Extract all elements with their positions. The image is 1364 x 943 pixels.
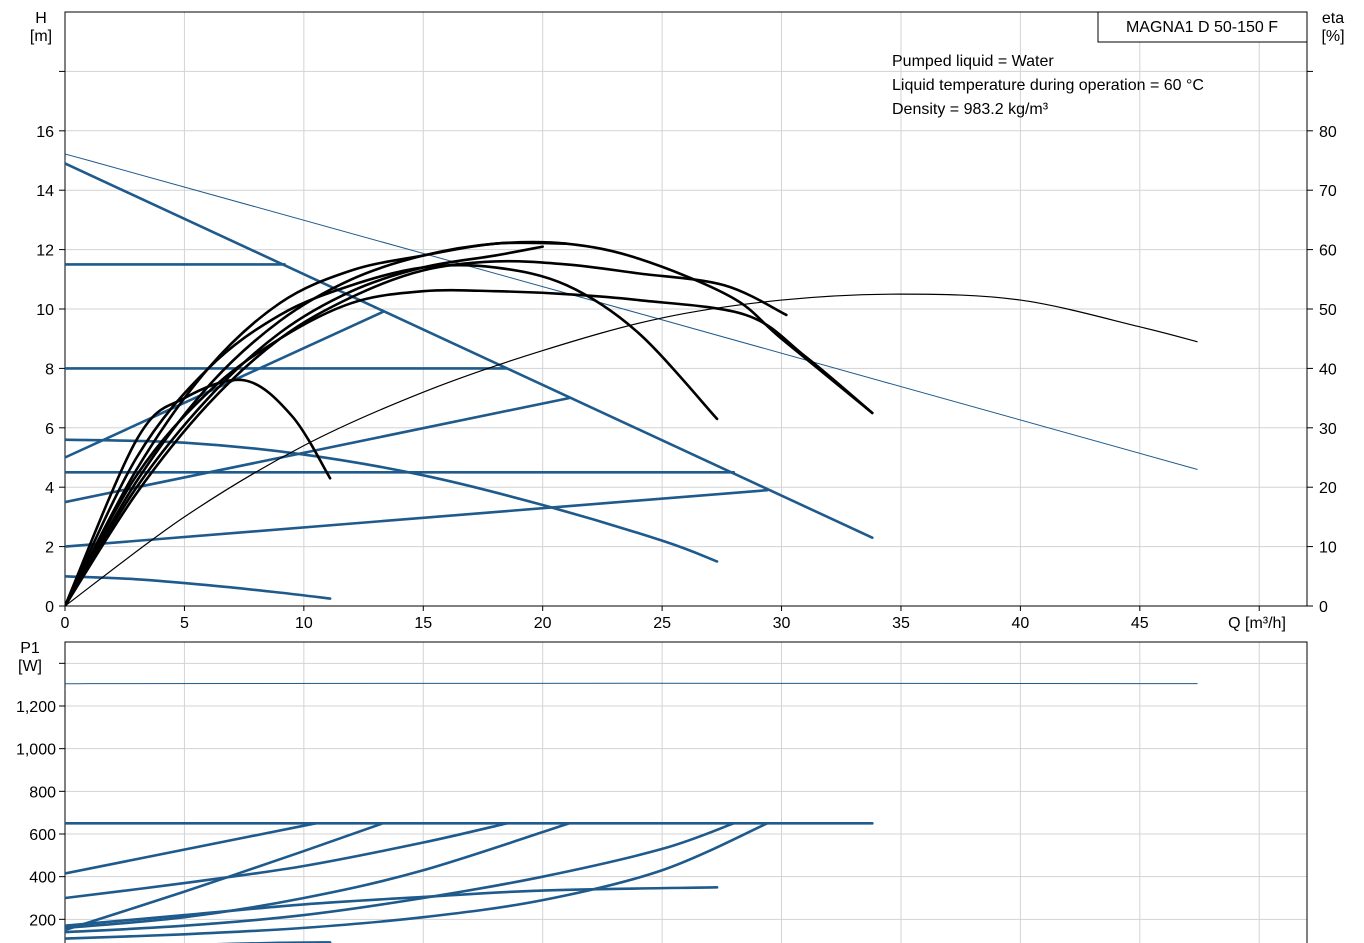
- head-curve: [65, 396, 571, 504]
- x-tick-label: 30: [773, 615, 791, 632]
- y-right-tick-label: 70: [1319, 183, 1337, 200]
- power-curve: [65, 822, 509, 900]
- y-tick-label: 10: [36, 302, 54, 319]
- power-chart-frame: [64, 641, 1308, 943]
- x-tick-label: 10: [295, 615, 313, 632]
- y-tick-label: 4: [45, 480, 54, 497]
- x-tick-label: 15: [414, 615, 432, 632]
- y-tick-label: 6: [45, 421, 54, 438]
- head-curve: [65, 438, 719, 563]
- head-curve: [65, 310, 384, 459]
- power-curve: [65, 822, 769, 940]
- head-curve: [65, 575, 332, 600]
- x-tick-label: 35: [892, 615, 910, 632]
- info-line: Pumped liquid = Water: [892, 53, 1054, 70]
- efficiency-curve: [65, 263, 719, 606]
- head-chart-grid: [65, 12, 1307, 606]
- y-axis-right-label-symbol: eta: [1322, 10, 1344, 27]
- x-tick-label: 40: [1011, 615, 1029, 632]
- y-tick-label: 2: [45, 540, 54, 557]
- power-y-tick-label: 200: [29, 912, 56, 929]
- info-line: Density = 983.2 kg/m³: [892, 101, 1049, 118]
- power-y-tick-label: 400: [29, 870, 56, 887]
- y-tick-label: 12: [36, 243, 54, 260]
- y-tick-label: 14: [36, 183, 54, 200]
- y-axis-right-label-unit: [%]: [1321, 28, 1344, 45]
- head-chart-series: [65, 153, 1198, 606]
- efficiency-curve: [65, 241, 568, 606]
- y-axis-left-ticks: 0 2 4 6 8 10 12 14 16: [36, 70, 65, 616]
- y-right-tick-label: 0: [1319, 599, 1328, 616]
- model-label: MAGNA1 D 50-150 F: [1126, 19, 1278, 36]
- power-curve: [65, 822, 318, 875]
- y-right-tick-label: 50: [1319, 302, 1337, 319]
- x-axis-ticks: 0 5 10 15 20 25 30 35 40 45: [61, 606, 1260, 632]
- power-y-tick-label: 800: [29, 784, 56, 801]
- model-label-box: [1097, 11, 1308, 43]
- power-y-tick-label: 1,000: [16, 742, 56, 759]
- power-y-axis-label-symbol: P1: [20, 640, 40, 657]
- efficiency-curve: [65, 378, 332, 606]
- power-y-tick-label: 600: [29, 827, 56, 844]
- power-y-axis-label-unit: [W]: [18, 658, 42, 675]
- head-curve: [65, 488, 769, 548]
- y-right-tick-label: 80: [1319, 124, 1337, 141]
- x-tick-label: 45: [1131, 615, 1149, 632]
- power-curve: [65, 822, 384, 932]
- efficiency-curve: [65, 245, 544, 606]
- y-tick-label: 8: [45, 361, 54, 378]
- y-right-tick-label: 10: [1319, 540, 1337, 557]
- head-curve: [65, 162, 874, 539]
- x-tick-label: 25: [653, 615, 671, 632]
- efficiency-curve: [65, 293, 1198, 606]
- power-chart-series: [65, 682, 1198, 943]
- efficiency-curve: [65, 288, 874, 606]
- y-tick-label: 16: [36, 124, 54, 141]
- power-curve: [65, 682, 1198, 690]
- y-right-tick-label: 40: [1319, 361, 1337, 378]
- power-curve: [65, 822, 571, 930]
- y-right-tick-label: 30: [1319, 421, 1337, 438]
- x-tick-label: 20: [534, 615, 552, 632]
- x-tick-label: 0: [61, 615, 70, 632]
- x-tick-label: 5: [180, 615, 189, 632]
- power-y-tick-label: 1,200: [16, 699, 56, 716]
- power-chart-grid: [65, 642, 1307, 943]
- y-right-tick-label: 20: [1319, 480, 1337, 497]
- efficiency-curve: [65, 259, 788, 606]
- y-axis-left-label-symbol: H: [35, 10, 47, 27]
- x-axis-label: Q [m³/h]: [1228, 615, 1286, 632]
- power-curve: [65, 886, 719, 928]
- info-line: Liquid temperature during operation = 60…: [892, 77, 1204, 94]
- y-axis-left-label-unit: [m]: [30, 28, 52, 45]
- head-curve: [65, 153, 1198, 470]
- y-axis-right-ticks: 0 10 20 30 40 50 60 70 80: [1307, 70, 1337, 616]
- y-right-tick-label: 60: [1319, 243, 1337, 260]
- y-tick-label: 0: [45, 599, 54, 616]
